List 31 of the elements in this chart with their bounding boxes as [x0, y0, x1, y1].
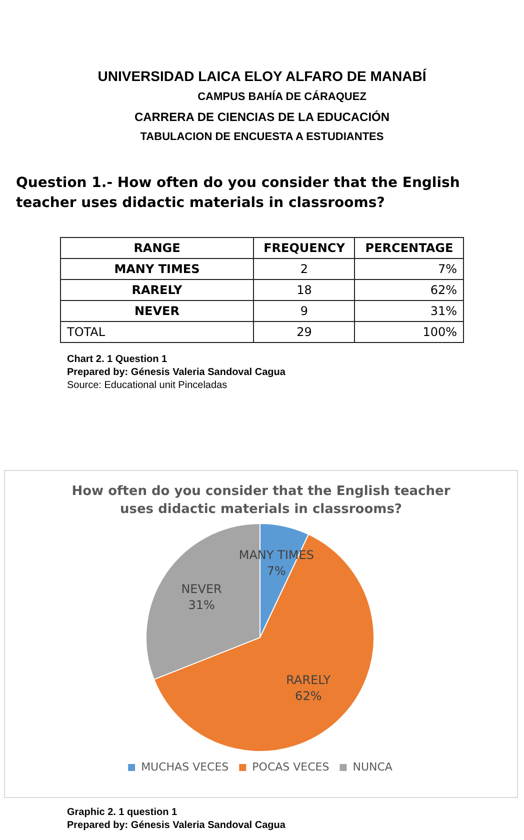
- text: FREQUENCY: [254, 238, 355, 258]
- legend-label: NUNCA: [352, 760, 393, 774]
- category-label: NEVER: [60, 300, 254, 322]
- text: TABULACION DE ENCUESTA A ESTUDIANTES: [139, 131, 385, 143]
- text: Graphic 2. 1 question 1: [67, 806, 178, 819]
- data-label: 100%: [354, 322, 464, 342]
- data-label: 18: [254, 280, 355, 300]
- legend-label: POCAS VECES: [252, 760, 330, 774]
- category-label: MANY TIMES: [60, 258, 254, 280]
- data-label: 7%: [354, 258, 464, 280]
- text: CAMPUS BAHÍA DE CÁRAQUEZ: [196, 91, 368, 103]
- text: CARRERA DE CIENCIAS DE LA EDUCACIÓN: [133, 110, 391, 124]
- text: PERCENTAGE: [354, 238, 464, 258]
- category-label: RARELY: [60, 280, 254, 300]
- data-label: 9: [254, 300, 355, 322]
- text: UNIVERSIDAD LAICA ELOY ALFARO DE MANABÍ: [96, 68, 428, 84]
- text: RANGE: [60, 238, 254, 258]
- data-label: RARELY 62%: [286, 673, 332, 704]
- legend-label: MUCHAS VECES: [141, 760, 229, 774]
- chart-title: How often do you consider that the English teacher uses didactic materials in classrooms?: [70, 483, 452, 519]
- caption: Chart 2. 1 Question 1: [67, 353, 168, 366]
- data-label: 2: [254, 258, 355, 280]
- data-label: 62%: [354, 280, 464, 300]
- data-label: 31%: [354, 300, 464, 322]
- data-label: 29: [254, 322, 355, 342]
- text: Question 1.- How often do you consider that the English teacher uses didactic materials in classrooms?: [16, 174, 461, 213]
- text: Prepared by: Génesis Valeria Sandoval Cagua: [67, 366, 286, 379]
- source-note: Source: Educational unit Pinceladas: [67, 379, 228, 392]
- text: Prepared by: Génesis Valeria Sandoval Cagua: [67, 819, 286, 832]
- data-label: NEVER 31%: [181, 582, 222, 612]
- category-label: TOTAL: [60, 322, 254, 342]
